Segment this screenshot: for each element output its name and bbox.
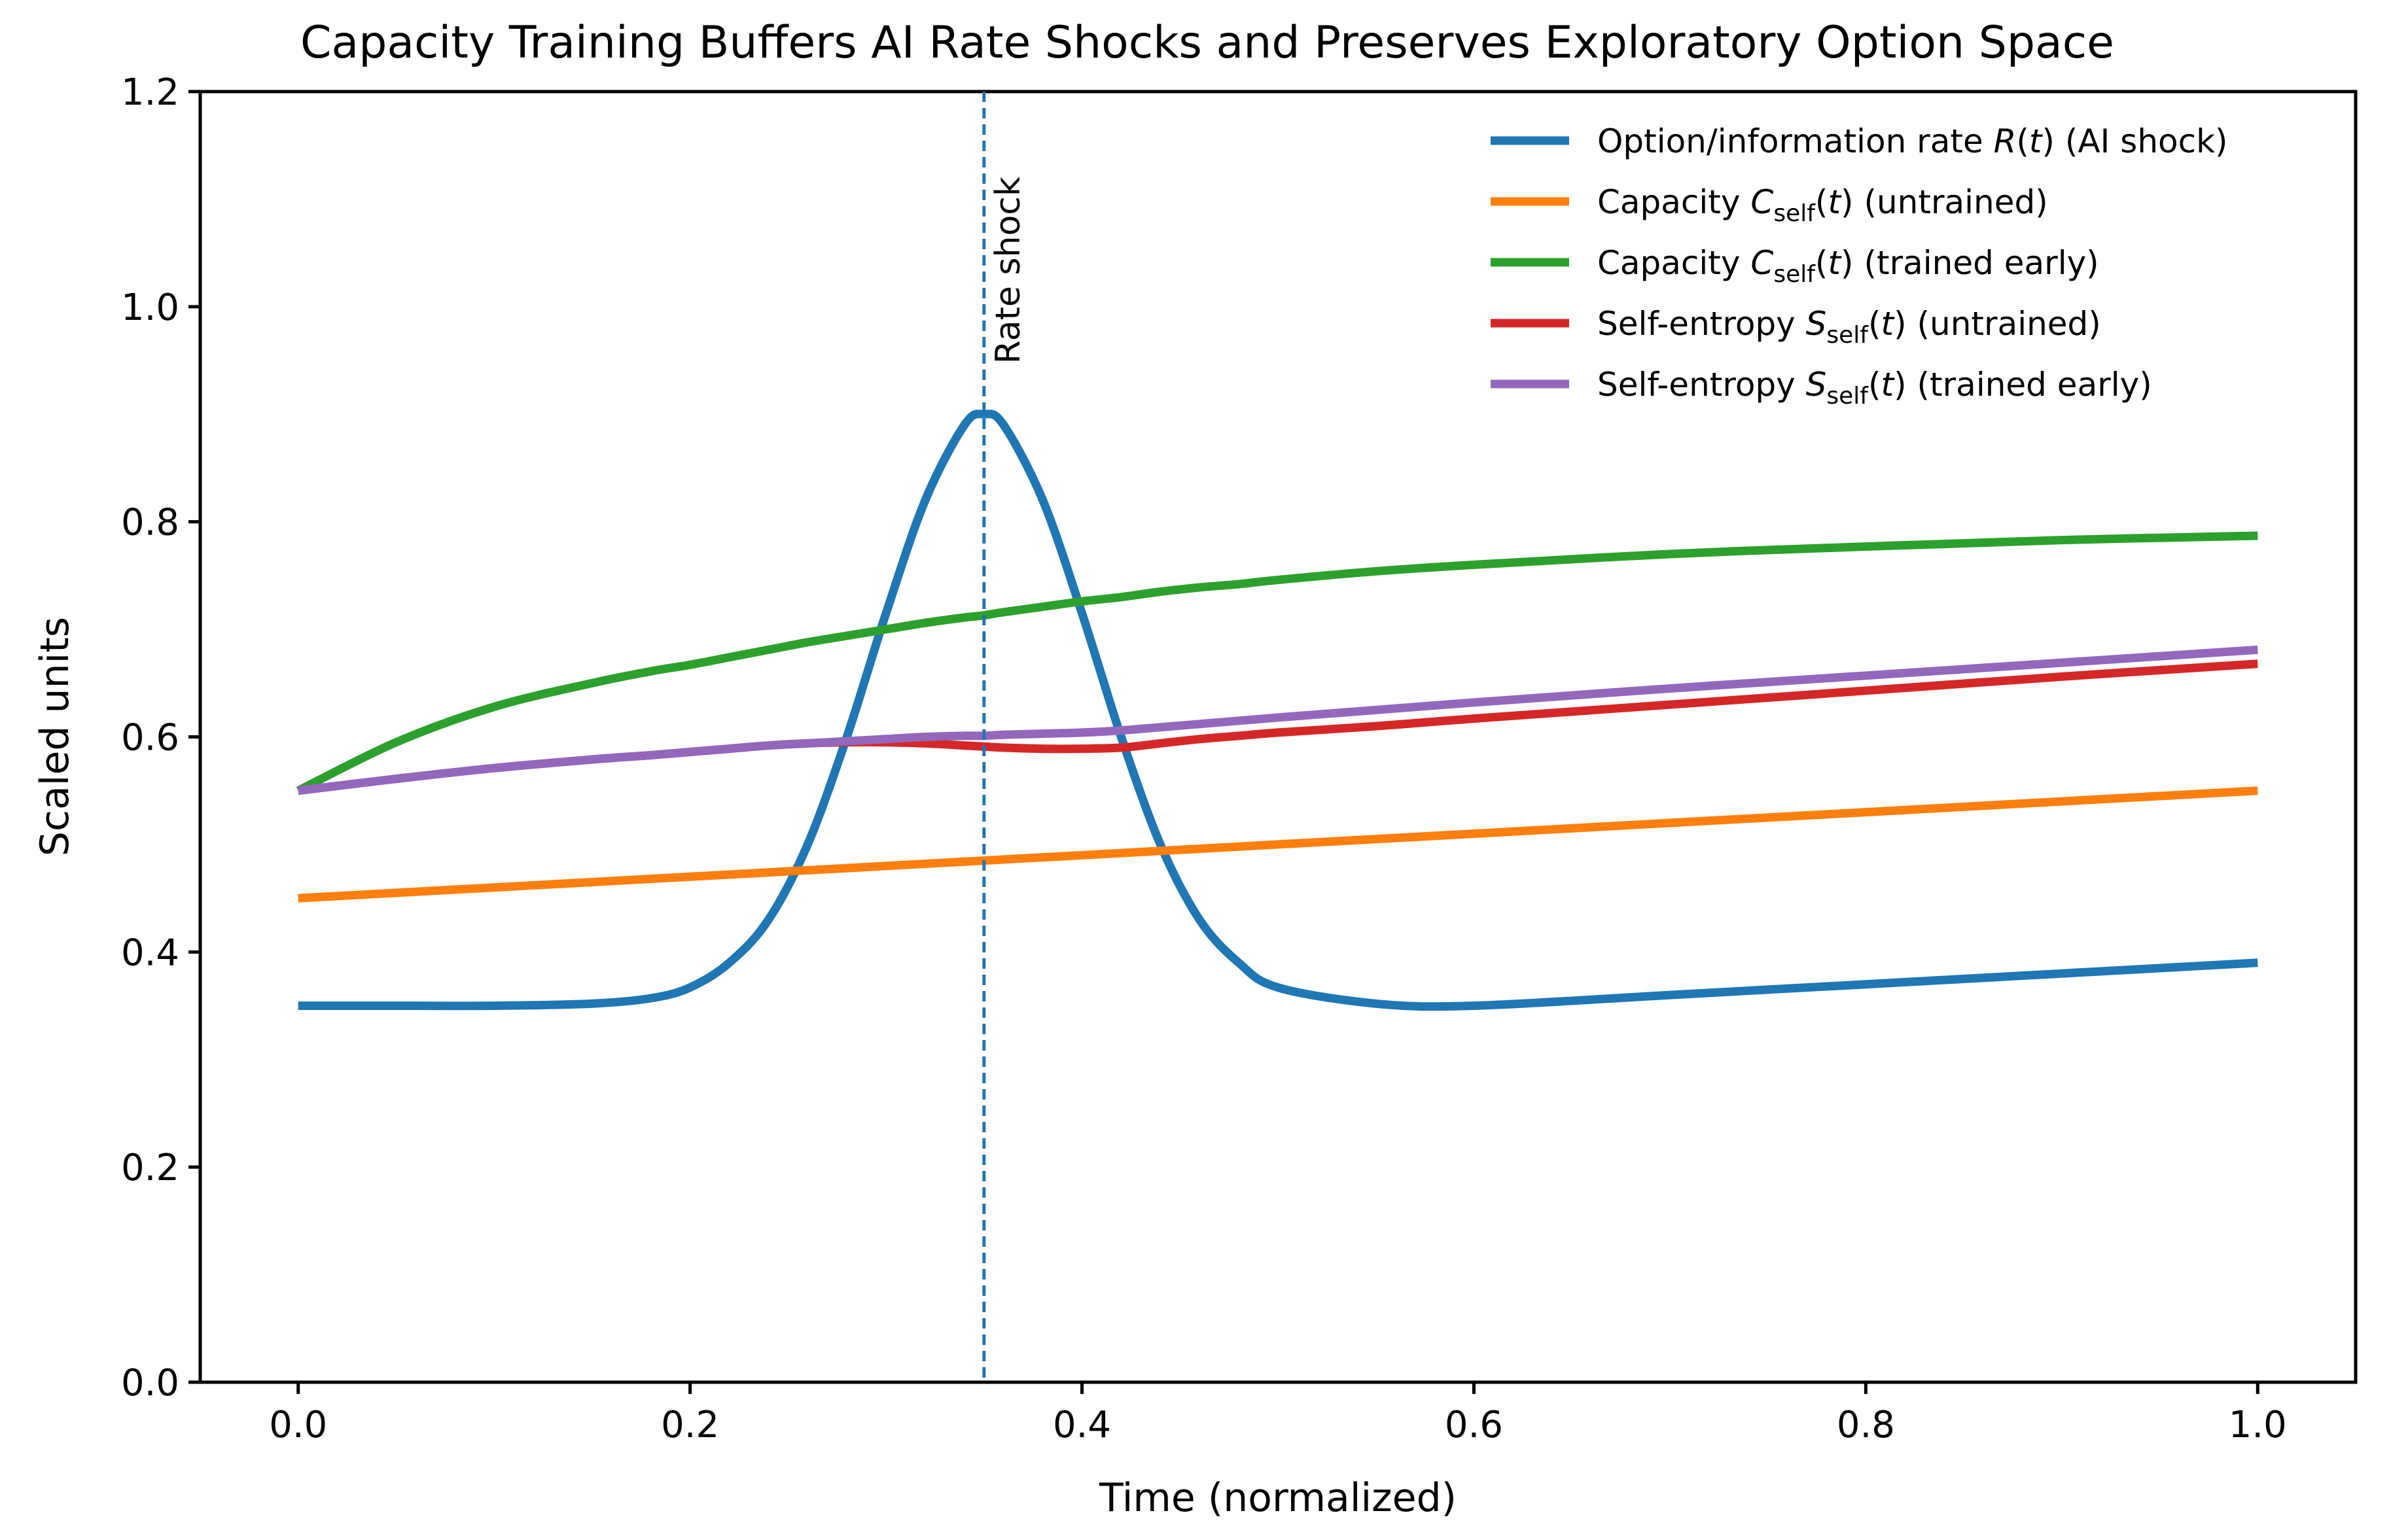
- x-tick-label: 0.8: [1837, 1404, 1895, 1446]
- legend-entry-5: Self-entropy Sself(t) (trained early): [1597, 366, 2152, 409]
- y-tick-label: 0.8: [121, 502, 179, 544]
- x-axis: 0.0 0.2 0.4 0.6 0.8 1.0: [269, 1382, 2287, 1446]
- chart-title: Capacity Training Buffers AI Rate Shocks…: [300, 17, 2114, 69]
- x-tick-label: 1.0: [2229, 1404, 2287, 1446]
- series-line-1: [298, 409, 2258, 1011]
- legend: Option/information rate R(t) (AI shock) C…: [1491, 122, 2228, 409]
- x-tick-label: 0.2: [661, 1404, 719, 1446]
- y-tick-label: 0.4: [121, 931, 179, 974]
- series-line-2: [298, 786, 2258, 903]
- legend-entry-2: Capacity Cself(t) (untrained): [1597, 183, 2048, 227]
- y-tick-label: 0.2: [121, 1147, 179, 1189]
- series-line-3: [296, 531, 2258, 795]
- legend-entry-3: Capacity Cself(t) (trained early): [1597, 244, 2099, 288]
- x-axis-label: Time (normalized): [1099, 1475, 1457, 1521]
- series-line-5: [297, 645, 2258, 795]
- y-tick-label: 0.6: [121, 717, 179, 759]
- x-tick-label: 0.0: [269, 1404, 327, 1446]
- legend-entry-4: Self-entropy Sself(t) (untrained): [1597, 305, 2101, 349]
- y-tick-label: 1.0: [121, 287, 179, 329]
- legend-entry-1: Option/information rate R(t) (AI shock): [1597, 122, 2228, 160]
- y-tick-label: 0.0: [121, 1362, 179, 1404]
- y-axis-label: Scaled units: [32, 617, 78, 856]
- x-tick-label: 0.6: [1445, 1404, 1503, 1446]
- x-tick-label: 0.4: [1053, 1404, 1111, 1446]
- rate-shock-label: Rate shock: [989, 177, 1028, 364]
- plot-area: Rate shock: [198, 90, 2358, 1384]
- series-layer: [296, 409, 2258, 1011]
- y-axis: 0.0 0.2 0.4 0.6 0.8 1.0 1.2: [121, 71, 200, 1404]
- y-tick-label: 1.2: [121, 71, 179, 114]
